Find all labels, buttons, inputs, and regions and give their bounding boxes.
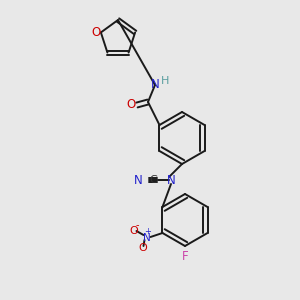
Text: N: N bbox=[142, 233, 150, 243]
Text: H: H bbox=[161, 76, 169, 86]
Text: O: O bbox=[129, 226, 138, 236]
Text: C: C bbox=[149, 175, 157, 185]
Text: N: N bbox=[151, 79, 159, 92]
Text: F: F bbox=[182, 250, 188, 262]
Text: O: O bbox=[138, 243, 147, 253]
Text: +: + bbox=[144, 227, 151, 236]
Text: O: O bbox=[91, 26, 101, 39]
Text: O: O bbox=[126, 98, 136, 112]
Text: N: N bbox=[134, 173, 142, 187]
Text: -: - bbox=[136, 220, 139, 230]
Text: N: N bbox=[167, 173, 176, 187]
